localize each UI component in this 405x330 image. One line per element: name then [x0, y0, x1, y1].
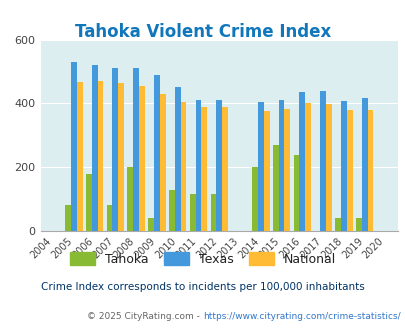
Bar: [148, 217, 153, 231]
Text: https://www.cityrating.com/crime-statistics/: https://www.cityrating.com/crime-statist…: [202, 312, 400, 321]
Bar: [92, 65, 97, 231]
Bar: [153, 75, 160, 231]
Bar: [189, 194, 195, 231]
Bar: [175, 87, 180, 231]
Bar: [284, 109, 290, 231]
Bar: [263, 112, 269, 231]
Bar: [272, 145, 278, 231]
Text: © 2025 CityRating.com -: © 2025 CityRating.com -: [87, 312, 202, 321]
Bar: [201, 107, 207, 231]
Bar: [293, 155, 298, 231]
Bar: [127, 167, 133, 231]
Bar: [325, 104, 331, 231]
Bar: [107, 206, 112, 231]
Bar: [346, 111, 352, 231]
Bar: [65, 206, 71, 231]
Bar: [160, 94, 165, 231]
Bar: [216, 100, 222, 231]
Bar: [367, 110, 373, 231]
Bar: [278, 100, 284, 231]
Bar: [222, 107, 227, 231]
Bar: [305, 103, 310, 231]
Bar: [71, 62, 77, 231]
Bar: [195, 100, 201, 231]
Text: Crime Index corresponds to incidents per 100,000 inhabitants: Crime Index corresponds to incidents per…: [41, 282, 364, 292]
Bar: [340, 101, 346, 231]
Bar: [118, 82, 124, 231]
Bar: [361, 98, 367, 231]
Bar: [133, 68, 139, 231]
Legend: Tahoka, Texas, National: Tahoka, Texas, National: [65, 247, 340, 271]
Bar: [97, 81, 103, 231]
Bar: [210, 194, 216, 231]
Bar: [257, 102, 263, 231]
Bar: [139, 86, 145, 231]
Bar: [77, 82, 82, 231]
Bar: [112, 68, 118, 231]
Bar: [180, 102, 186, 231]
Bar: [252, 167, 257, 231]
Bar: [355, 217, 361, 231]
Bar: [168, 189, 175, 231]
Bar: [298, 92, 305, 231]
Text: Tahoka Violent Crime Index: Tahoka Violent Crime Index: [75, 23, 330, 41]
Bar: [320, 91, 325, 231]
Bar: [86, 174, 92, 231]
Bar: [334, 217, 340, 231]
